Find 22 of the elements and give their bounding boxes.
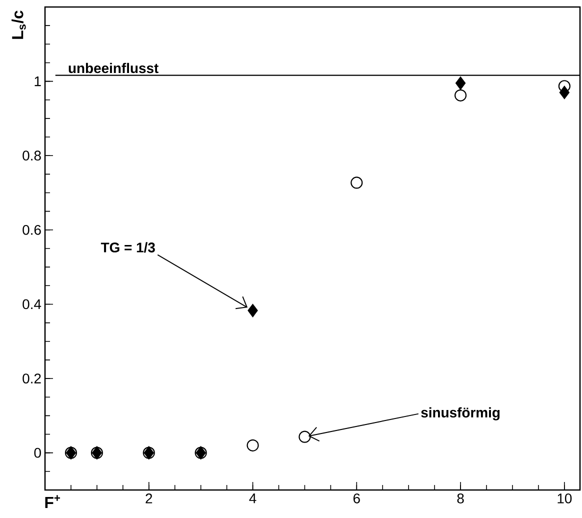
annotation: TG = 1/3 — [100, 242, 155, 253]
x-tick-label: 10 — [558, 493, 572, 504]
point — [298, 430, 311, 443]
y-tick-label: 0.6 — [22, 224, 41, 235]
point — [246, 439, 259, 452]
y-tick-label: 0.2 — [22, 374, 41, 384]
y-tick-label: 0 — [34, 448, 41, 458]
y-tick-label: 0.8 — [22, 150, 41, 161]
ref-line-label: unbeeinflusst — [68, 62, 158, 74]
x-tick-label: 2 — [146, 493, 152, 504]
point — [350, 176, 363, 189]
x-tick-label: 6 — [353, 493, 360, 504]
point — [248, 304, 258, 318]
point — [455, 76, 466, 90]
x-tick-label: 8 — [457, 493, 464, 504]
point — [454, 89, 467, 102]
x-tick-label: 4 — [249, 494, 256, 504]
annotation: sinusförmig — [421, 407, 500, 420]
y-axis-title: L$_{s}$/c — [12, 10, 26, 39]
x-axis-title: F$^{+}$ — [45, 495, 60, 508]
y-tick-label: 1 — [34, 76, 41, 86]
y-tick-label: 0.4 — [22, 299, 42, 310]
